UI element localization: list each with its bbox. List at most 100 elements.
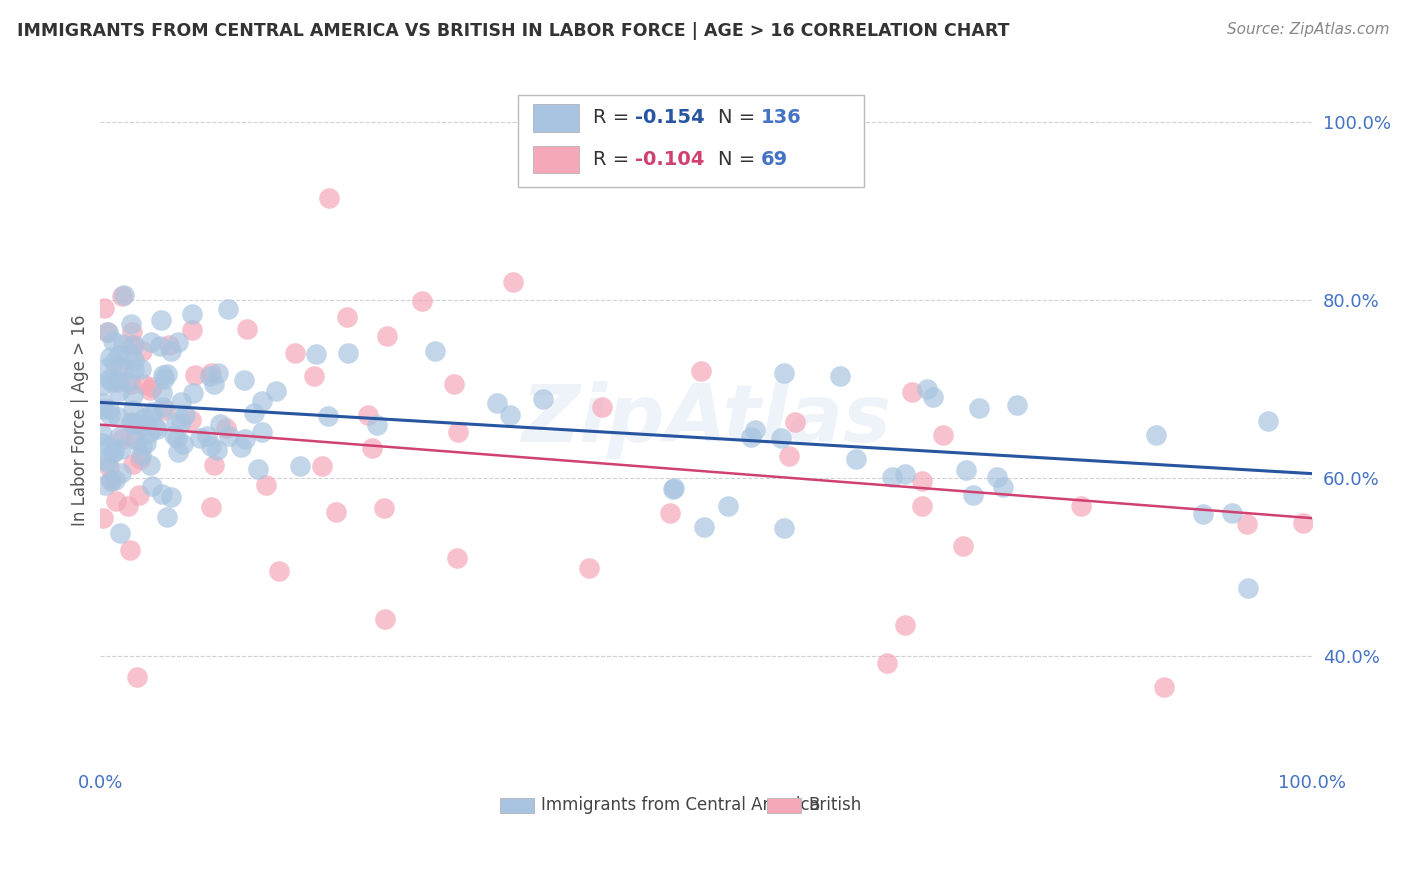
Point [96,455,118,469]
Point [1192,508,1215,522]
Point [423,343,446,358]
Point [141,334,163,349]
Point [740,430,762,444]
Point [1153,681,1175,695]
Point [139,458,162,473]
Text: British: British [808,797,860,814]
Point [744,423,766,437]
Point [217,301,239,316]
Point [170,395,193,409]
Point [157,338,180,352]
Point [180,323,202,337]
Point [250,394,273,409]
Point [215,421,238,435]
Point [139,383,162,397]
Point [830,368,852,383]
Point [921,390,943,404]
Point [773,366,796,380]
Point [200,500,222,515]
Point [160,490,183,504]
FancyBboxPatch shape [533,146,579,173]
Point [98,408,121,422]
Point [876,656,898,670]
Point [183,368,205,382]
Point [100,438,122,452]
Point [264,384,287,399]
Point [167,335,190,350]
Point [1292,516,1315,530]
Point [120,415,142,429]
Point [180,307,202,321]
Point [955,463,977,477]
Point [207,442,229,457]
Point [127,670,149,684]
Point [231,440,253,454]
Point [141,405,163,419]
Point [90,435,112,450]
Point [143,420,166,434]
Point [662,482,685,496]
Point [366,418,388,433]
Point [1237,582,1260,596]
Point [198,368,221,383]
Point [91,396,114,410]
Point [127,434,149,448]
Point [932,427,955,442]
Point [591,400,613,414]
Point [122,416,145,430]
Point [502,275,524,289]
Point [149,339,172,353]
Point [150,313,173,327]
Text: R =: R = [593,109,636,128]
Point [150,487,173,501]
Point [218,429,240,443]
Y-axis label: In Labor Force | Age > 16: In Labor Force | Age > 16 [72,315,89,526]
FancyBboxPatch shape [766,798,800,813]
Point [129,362,152,376]
Point [98,371,121,385]
Point [107,430,129,444]
Point [900,384,922,399]
Point [337,346,360,360]
Point [246,462,269,476]
Point [1236,517,1258,532]
Point [167,445,190,459]
Point [141,379,163,393]
Text: IMMIGRANTS FROM CENTRAL AMERICA VS BRITISH IN LABOR FORCE | AGE > 16 CORRELATION: IMMIGRANTS FROM CENTRAL AMERICA VS BRITI… [17,22,1010,40]
Point [443,377,465,392]
Point [98,401,121,416]
Point [107,409,129,424]
Point [235,432,257,446]
Point [447,425,470,440]
Point [316,409,339,423]
Text: 69: 69 [761,150,787,169]
Point [911,499,934,513]
Point [141,408,163,422]
Point [112,336,135,351]
Point [202,377,225,392]
Point [693,520,716,534]
Point [107,384,129,398]
Point [1220,506,1243,520]
Point [94,478,117,492]
Point [93,301,115,315]
Point [690,364,713,378]
Point [98,351,121,365]
Point [336,310,359,325]
Point [204,458,226,472]
Point [152,400,174,414]
Point [170,415,193,429]
Point [243,406,266,420]
Point [107,374,129,388]
Point [993,480,1015,494]
Point [121,338,143,352]
Point [499,408,522,422]
Point [664,481,686,495]
Text: N =: N = [718,150,762,169]
Point [180,413,202,427]
Point [1257,414,1279,428]
Point [485,396,508,410]
Point [112,288,135,302]
Point [770,431,793,445]
Point [108,348,131,362]
